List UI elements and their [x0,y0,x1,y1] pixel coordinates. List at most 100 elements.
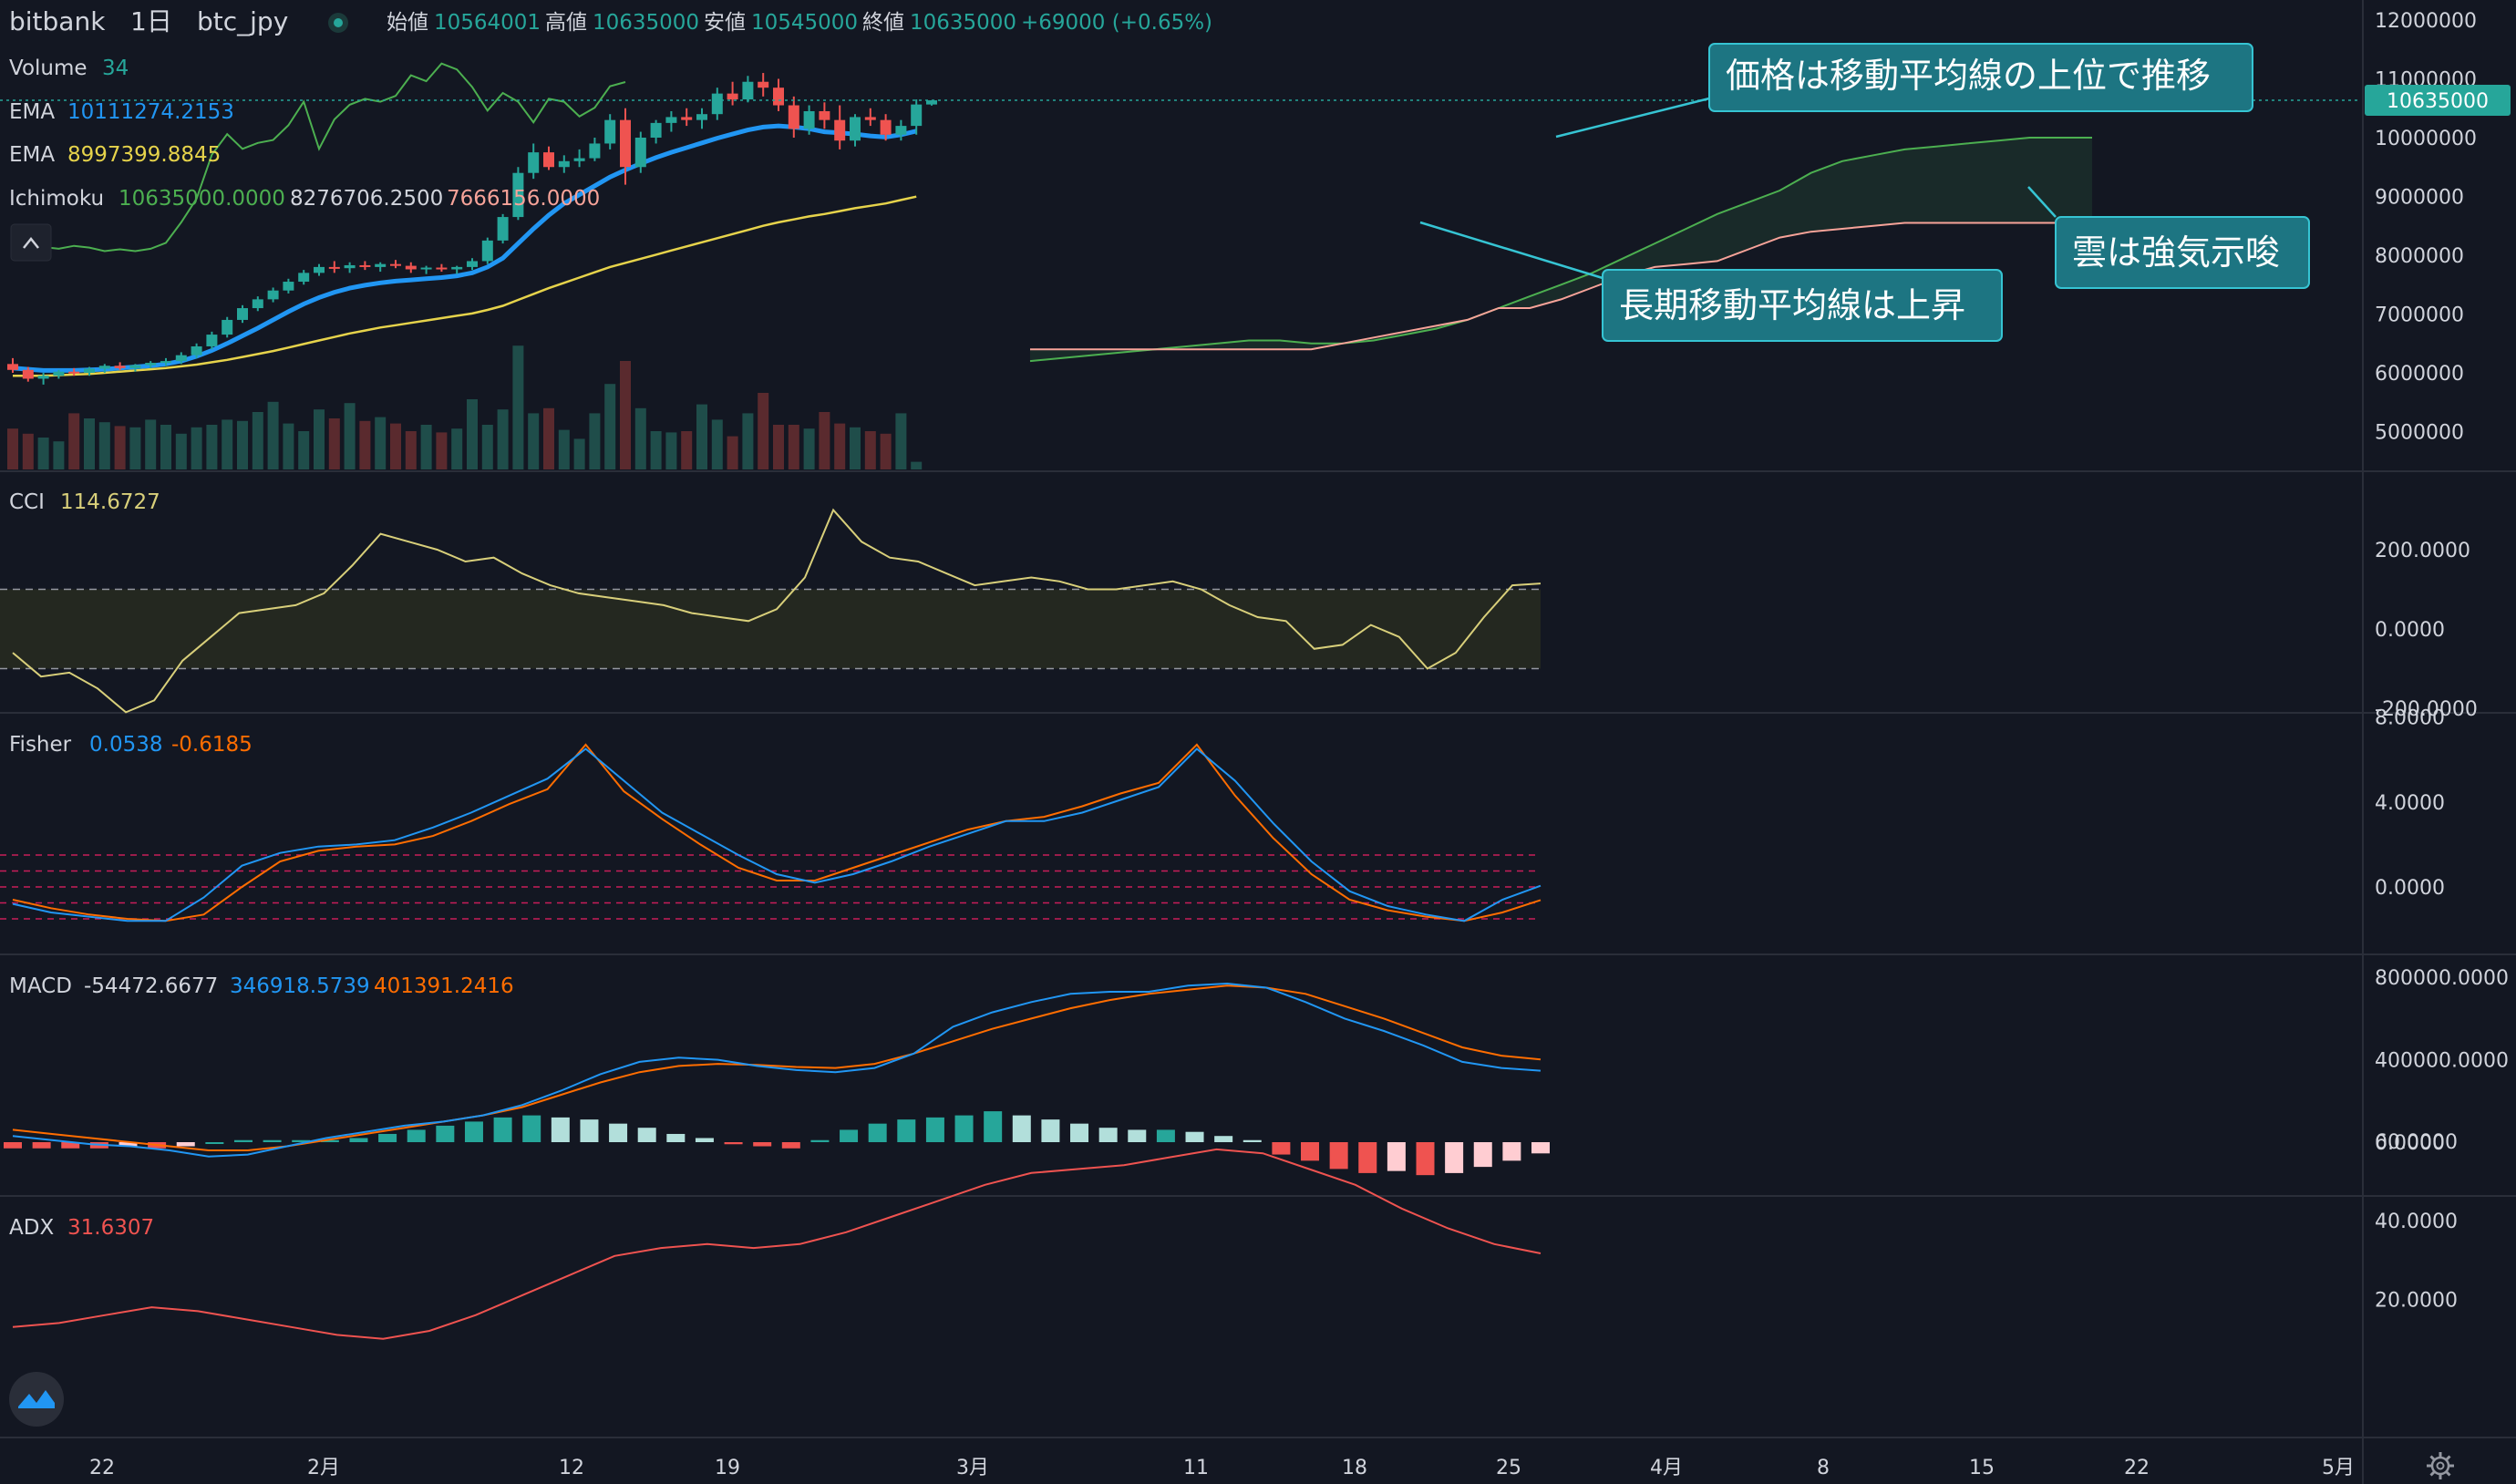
time-axis[interactable]: 22 2月 12 19 3月 11 18 25 4月 8 15 22 5月 [89,1457,2355,1479]
candle-body [222,319,233,335]
symbol-name[interactable]: btc_jpy [197,6,288,36]
interval-label[interactable]: 1日 [130,6,172,36]
macd-histogram-bar [1301,1142,1320,1161]
volume-bar [528,413,540,469]
volume-bar [314,409,325,469]
candle-body [742,81,754,100]
volume-bar [543,407,554,469]
volume-bar [436,432,448,469]
current-price-tag: 10635000 [2365,85,2511,117]
ema-fast-line [12,123,917,373]
candle-body [467,261,478,267]
candle-body [7,364,18,370]
price-axis-tick: 20.0000 [2375,1289,2458,1312]
macd-histogram-bar [984,1111,1003,1142]
price-axis-tick: 5000000 [2375,422,2464,445]
volume-bar [298,431,310,469]
macd-histogram-bar [320,1139,339,1142]
current-price-label: 10635000 [2387,90,2489,113]
settings-gear-icon[interactable] [2427,1452,2454,1479]
macd-signal-line [12,984,1542,1151]
macd-histogram-bar [1098,1128,1118,1142]
callout-2-box[interactable] [2055,216,2310,289]
price-axis-tick: 8000000 [2375,245,2464,268]
volume-bar [237,420,248,469]
macd-legend-name[interactable]: MACD [9,974,72,998]
time-axis-tick: 5月 [2322,1457,2355,1479]
candle-body [237,308,248,320]
candle-body [650,122,662,138]
price-axis[interactable]: 1200000011000000100000009000000800000070… [2375,10,2509,1312]
adx-legend-name[interactable]: ADX [9,1216,54,1240]
candle-body [37,376,49,379]
candle-body [390,263,401,266]
candlesticks[interactable] [7,73,937,385]
fisher-legend-value-1: 0.0538 [89,733,162,757]
macd-histogram-bar [4,1142,22,1149]
macd-histogram-bar [1128,1129,1147,1142]
volume-bar [175,433,187,469]
volume-bar [206,425,218,469]
candle-body [114,366,126,368]
callout-2-pointer [2027,186,2057,218]
ema-slow-line [13,195,917,377]
volume-bar [834,423,846,469]
volume-bar [22,433,34,469]
candle-body [328,266,340,269]
macd-histogram-bar [1214,1136,1233,1142]
price-axis-tick: 12000000 [2375,10,2477,33]
adx-legend-value: 31.6307 [67,1216,154,1240]
close-label: 終値 [862,11,904,35]
macd-histogram-bar [666,1133,686,1142]
candle-body [420,267,432,270]
time-axis-tick: 2月 [307,1457,340,1479]
cci-pane[interactable] [0,508,1542,714]
candle-body [512,172,524,218]
open-value: 10564001 [434,11,541,35]
macd-pane[interactable] [4,982,1550,1176]
time-axis-tick: 4月 [1650,1457,1683,1479]
adx-pane[interactable] [12,1148,1542,1340]
candle-body [604,119,616,144]
candle-body [665,117,677,123]
callouts[interactable]: 価格は移動平均線の上位で推移 雲は強気示唆 長期移動平均線は上昇 [1419,43,2310,342]
volume-bar [252,412,263,469]
callout-3-text: 長期移動平均線は上昇 [1619,285,1965,325]
fisher-pane[interactable] [0,743,1542,922]
macd-histogram [4,1111,1550,1176]
chevron-up-icon [23,236,39,249]
volume-legend-name[interactable]: Volume [9,57,88,80]
volume-bar [665,432,677,469]
collapse-legend-button[interactable] [10,223,52,262]
callout-3-box[interactable] [1602,269,2003,342]
ema-fast-legend-name[interactable]: EMA [9,100,55,124]
price-axis-tick: 60.0000 [2375,1131,2458,1154]
volume-bar [850,427,861,469]
high-label: 高値 [545,11,587,35]
macd-histogram-bar [407,1129,426,1142]
callout-1-text: 価格は移動平均線の上位で推移 [1726,56,2211,96]
candle-body [681,117,693,120]
macd-histogram-bar [781,1142,800,1149]
volume-bar [451,428,463,469]
tradingview-logo-icon[interactable] [9,1372,64,1427]
candle-body [773,88,784,106]
price-pane[interactable] [0,62,2363,469]
candle-body [160,361,171,364]
callout-1-box[interactable] [1708,43,2253,112]
macd-histogram-bar [1041,1119,1060,1142]
volume-bar [634,407,646,469]
volume-bar [98,422,110,469]
candle-body [344,264,356,269]
ichimoku-legend-name[interactable]: Ichimoku [9,187,104,211]
fisher-legend-name[interactable]: Fisher [9,733,72,757]
candle-body [880,119,892,135]
time-axis-tick: 8 [1817,1457,1830,1479]
volume-bar [222,419,233,469]
price-axis-tick: 0.0000 [2375,877,2445,900]
ema-slow-legend-name[interactable]: EMA [9,143,55,167]
time-axis-tick: 25 [1496,1457,1521,1479]
volume-bar [742,413,754,469]
cci-legend-name[interactable]: CCI [9,490,45,514]
